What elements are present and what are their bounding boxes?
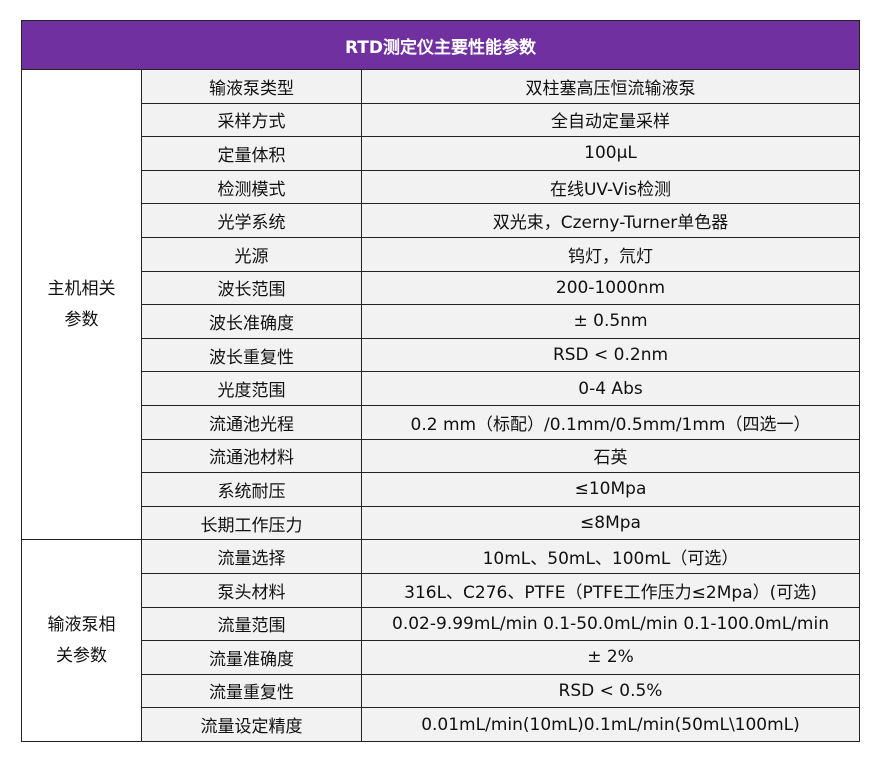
param-name-cell: 流量重复性 — [141, 673, 362, 709]
table-row: 光源 钨灯，氘灯 — [22, 236, 860, 272]
param-value-cell: ± 0.5nm — [361, 304, 860, 339]
param-name-cell: 定量体积 — [141, 136, 362, 171]
param-value-cell: ≤10Mpa — [361, 472, 860, 507]
group-label-line: 参数 — [64, 309, 99, 330]
param-name-cell: 流通池材料 — [141, 438, 362, 474]
param-value-cell: 石英 — [361, 438, 860, 474]
table-row: 系统耐压 ≤10Mpa — [22, 472, 860, 507]
param-value-cell: 在线UV-Vis检测 — [361, 169, 860, 205]
param-value-cell: ≤8Mpa — [361, 505, 860, 541]
param-value-cell: ± 2% — [361, 640, 860, 675]
param-name-cell: 波长重复性 — [141, 337, 362, 373]
param-value-cell: 0-4 Abs — [361, 371, 860, 406]
table-row: 流量范围 0.02-9.99mL/min 0.1-50.0mL/min 0.1-1… — [22, 606, 860, 642]
param-value-cell: RSD < 0.5% — [361, 673, 860, 709]
param-value-cell: RSD < 0.2nm — [361, 337, 860, 373]
table-row: 主机相关 参数 输液泵类型 双柱塞高压恒流输液泵 — [21, 68, 860, 541]
table-body: 主机相关 参数 输液泵类型 双柱塞高压恒流输液泵 采样方式 全自动定量采样 定量体积 100μ… — [21, 68, 860, 742]
param-name-cell: 光学系统 — [141, 203, 362, 238]
param-name-cell: 检测模式 — [141, 169, 362, 205]
param-name-cell: 采样方式 — [141, 102, 362, 138]
param-value-cell: 双柱塞高压恒流输液泵 — [361, 69, 860, 104]
param-name-cell: 流量准确度 — [141, 640, 362, 675]
param-name-cell: 输液泵类型 — [141, 69, 362, 104]
group-label-line: 主机相关 — [47, 278, 116, 299]
param-name-cell: 流量设定精度 — [141, 707, 362, 742]
param-value-cell: 100μL — [361, 136, 860, 171]
table-row: 流量重复性 RSD < 0.5% — [22, 673, 860, 709]
table-row: 光度范围 0-4 Abs — [22, 371, 860, 406]
spec-table: RTD测定仪主要性能参数 主机相关 参数 输液泵类型 双柱塞高压恒流输液泵 采样方式 全自… — [21, 20, 860, 742]
table-row: 采样方式 全自动定量采样 — [22, 102, 860, 138]
param-name-cell: 流量选择 — [141, 539, 362, 574]
table-row: 波长准确度 ± 0.5nm — [22, 304, 860, 339]
table-row: 光学系统 双光束，Czerny-Turner单色器 — [22, 203, 860, 238]
group-label-cell: 主机相关 参数 — [21, 68, 142, 541]
param-value-cell: 0.2 mm（标配）/0.1mm/0.5mm/1mm（四选一） — [361, 404, 860, 440]
table-row: 流通池光程 0.2 mm（标配）/0.1mm/0.5mm/1mm（四选一） — [22, 404, 860, 440]
param-name-cell: 流通池光程 — [141, 404, 362, 440]
param-name-cell: 波长范围 — [141, 270, 362, 306]
table-row: 波长范围 200-1000nm — [22, 270, 860, 306]
param-value-cell: 10mL、50mL、100mL（可选） — [361, 539, 860, 574]
param-value-cell: 200-1000nm — [361, 270, 860, 306]
param-value-cell: 0.01mL/min(10mL)0.1mL/min(50mL\100mL) — [361, 707, 860, 742]
param-name-cell: 光源 — [141, 236, 362, 272]
table-row: 流量设定精度 0.01mL/min(10mL)0.1mL/min(50mL\100… — [22, 707, 860, 742]
table-row: 检测模式 在线UV-Vis检测 — [22, 169, 860, 205]
param-name-cell: 长期工作压力 — [141, 505, 362, 541]
group-label-line: 输液泵相 — [47, 614, 116, 635]
param-name-cell: 波长准确度 — [141, 304, 362, 339]
param-value-cell: 0.02-9.99mL/min 0.1-50.0mL/min 0.1-100.0… — [361, 606, 860, 642]
param-name-cell: 泵头材料 — [141, 572, 362, 608]
group-label-line: 关参数 — [56, 645, 107, 666]
table-row: 流通池材料 石英 — [22, 438, 860, 474]
group-label-cell: 输液泵相 关参数 — [21, 539, 142, 742]
table-row: 输液泵相 关参数 流量选择 10mL、50mL、100mL（可选） — [21, 539, 860, 742]
param-value-cell: 全自动定量采样 — [361, 102, 860, 138]
table-row: 流量准确度 ± 2% — [22, 640, 860, 675]
param-name-cell: 系统耐压 — [141, 472, 362, 507]
table-row: 长期工作压力 ≤8Mpa — [22, 505, 860, 541]
table-row: 泵头材料 316L、C276、PTFE（PTFE工作压力≤2Mpa）(可选) — [22, 572, 860, 608]
table-title: RTD测定仪主要性能参数 — [21, 20, 860, 70]
param-value-cell: 钨灯，氘灯 — [361, 236, 860, 272]
table-header-row: RTD测定仪主要性能参数 — [21, 20, 860, 70]
param-value-cell: 316L、C276、PTFE（PTFE工作压力≤2Mpa）(可选) — [361, 572, 860, 608]
param-name-cell: 流量范围 — [141, 606, 362, 642]
table-row: 定量体积 100μL — [22, 136, 860, 171]
table-row: 波长重复性 RSD < 0.2nm — [22, 337, 860, 373]
param-value-cell: 双光束，Czerny-Turner单色器 — [361, 203, 860, 238]
param-name-cell: 光度范围 — [141, 371, 362, 406]
